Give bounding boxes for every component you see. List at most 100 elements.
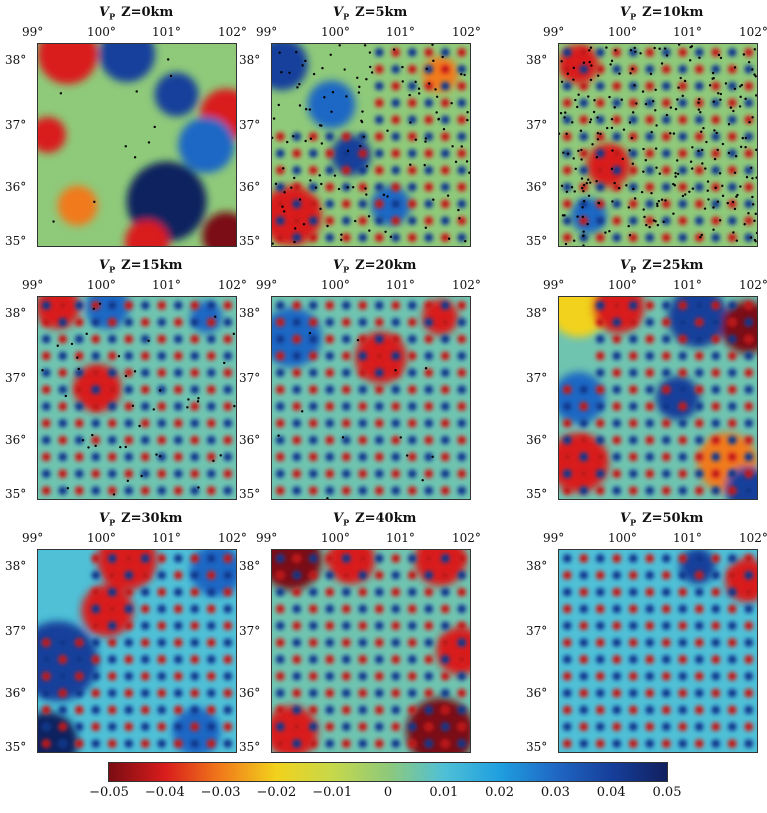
longitude-tick: 102° [739, 278, 767, 292]
velocity-anomaly-map [37, 296, 237, 500]
panel-title: VP Z=30km [99, 511, 183, 528]
longitude-tick: 100° [321, 25, 350, 39]
colorbar-tick-label: 0.05 [652, 785, 682, 800]
panel-title: VP Z=40km [333, 511, 417, 528]
latitude-tick: 36° [239, 686, 261, 700]
longitude-tick: 101° [673, 531, 702, 545]
longitude-tick: 99° [22, 25, 44, 39]
latitude-tick: 37° [5, 118, 27, 132]
longitude-tick: 102° [218, 531, 247, 545]
colorbar-tick-label: −0.03 [200, 785, 241, 800]
latitude-tick: 36° [239, 433, 261, 447]
velocity-anomaly-map [558, 296, 758, 500]
panel-title: VP Z=5km [333, 5, 408, 22]
velocity-anomaly-map [558, 43, 758, 247]
latitude-tick: 36° [239, 180, 261, 194]
latitude-tick: 35° [5, 487, 27, 501]
latitude-tick: 37° [526, 118, 548, 132]
latitude-tick: 35° [239, 234, 261, 248]
latitude-tick: 35° [526, 234, 548, 248]
longitude-tick: 100° [87, 25, 116, 39]
longitude-tick: 100° [87, 531, 116, 545]
latitude-tick: 37° [526, 371, 548, 385]
longitude-tick: 101° [673, 278, 702, 292]
longitude-tick: 102° [452, 278, 481, 292]
velocity-anomaly-map [37, 549, 237, 753]
latitude-tick: 37° [5, 624, 27, 638]
velocity-anomaly-map [271, 296, 471, 500]
colorbar-tick-label: 0.01 [429, 785, 459, 800]
latitude-tick: 35° [5, 740, 27, 754]
velocity-anomaly-map [271, 43, 471, 247]
longitude-tick: 99° [256, 278, 278, 292]
latitude-tick: 38° [5, 53, 27, 67]
colorbar-tick-label: −0.02 [256, 785, 297, 800]
latitude-tick: 38° [239, 559, 261, 573]
panel-title: VP Z=10km [620, 5, 704, 22]
longitude-tick: 99° [543, 278, 565, 292]
longitude-tick: 101° [386, 531, 415, 545]
longitude-tick: 99° [543, 25, 565, 39]
longitude-tick: 100° [321, 278, 350, 292]
longitude-tick: 102° [218, 278, 247, 292]
colorbar-tick-label: −0.05 [89, 785, 129, 800]
latitude-tick: 36° [526, 433, 548, 447]
latitude-tick: 38° [526, 306, 548, 320]
panel-title: VP Z=50km [620, 511, 704, 528]
latitude-tick: 35° [239, 740, 261, 754]
colorbar-tick-label: 0.04 [596, 785, 626, 800]
latitude-tick: 37° [239, 118, 261, 132]
longitude-tick: 99° [256, 531, 278, 545]
colorbar-tick-label: 0.02 [485, 785, 515, 800]
longitude-tick: 99° [22, 531, 44, 545]
longitude-tick: 100° [608, 25, 637, 39]
latitude-tick: 37° [239, 371, 261, 385]
latitude-tick: 35° [239, 487, 261, 501]
longitude-tick: 101° [152, 278, 181, 292]
velocity-anomaly-map [37, 43, 237, 247]
latitude-tick: 37° [526, 624, 548, 638]
colorbar-tick-label: −0.04 [144, 785, 185, 800]
longitude-tick: 100° [608, 278, 637, 292]
panel-title: VP Z=25km [620, 258, 704, 275]
longitude-tick: 102° [739, 25, 767, 39]
panel-title: VP Z=15km [99, 258, 183, 275]
panel-title: VP Z=20km [333, 258, 417, 275]
longitude-tick: 100° [321, 531, 350, 545]
latitude-tick: 36° [5, 433, 27, 447]
longitude-tick: 102° [452, 25, 481, 39]
latitude-tick: 37° [5, 371, 27, 385]
longitude-tick: 101° [386, 278, 415, 292]
longitude-tick: 102° [218, 25, 247, 39]
latitude-tick: 38° [5, 306, 27, 320]
latitude-tick: 35° [5, 234, 27, 248]
velocity-anomaly-map [271, 549, 471, 753]
colorbar-tick-label: 0.03 [540, 785, 570, 800]
latitude-tick: 36° [5, 180, 27, 194]
latitude-tick: 35° [526, 487, 548, 501]
latitude-tick: 35° [526, 740, 548, 754]
longitude-tick: 101° [152, 531, 181, 545]
longitude-tick: 99° [22, 278, 44, 292]
panel-title: VP Z=0km [99, 5, 174, 22]
colorbar-tick-label: −0.01 [312, 785, 353, 800]
colorbar-tick-label: 0 [383, 785, 393, 800]
velocity-anomaly-map [558, 549, 758, 753]
latitude-tick: 36° [5, 686, 27, 700]
latitude-tick: 38° [239, 53, 261, 67]
latitude-tick: 38° [5, 559, 27, 573]
colorbar [108, 762, 668, 782]
latitude-tick: 38° [526, 559, 548, 573]
longitude-tick: 101° [152, 25, 181, 39]
longitude-tick: 102° [452, 531, 481, 545]
longitude-tick: 100° [608, 531, 637, 545]
latitude-tick: 37° [239, 624, 261, 638]
longitude-tick: 101° [673, 25, 702, 39]
latitude-tick: 36° [526, 686, 548, 700]
latitude-tick: 38° [239, 306, 261, 320]
longitude-tick: 99° [256, 25, 278, 39]
longitude-tick: 99° [543, 531, 565, 545]
latitude-tick: 38° [526, 53, 548, 67]
latitude-tick: 36° [526, 180, 548, 194]
longitude-tick: 102° [739, 531, 767, 545]
